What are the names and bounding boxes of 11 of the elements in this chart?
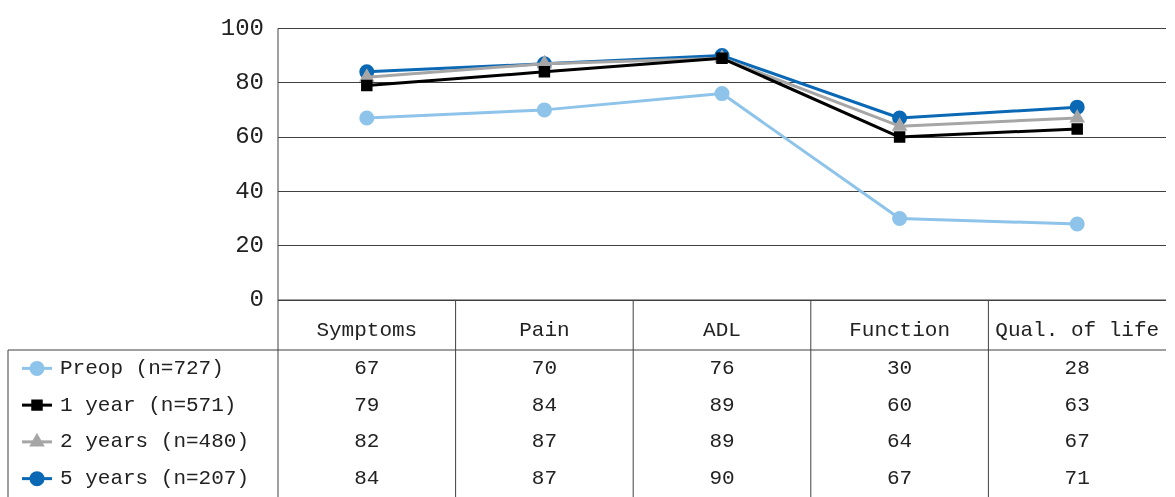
x-tick-label: Symptoms — [316, 318, 418, 342]
y-tick-label: 80 — [235, 69, 264, 97]
y-tick-label: 100 — [220, 14, 264, 42]
x-tick-label: Qual. of life — [995, 318, 1160, 342]
y-tick-label: 40 — [235, 177, 264, 205]
y-tick-label: 60 — [235, 123, 264, 151]
y-tick-label: 20 — [235, 232, 264, 260]
y-tick-label: 0 — [249, 286, 264, 314]
x-tick-label: ADL — [703, 318, 741, 342]
x-tick-label: Pain — [519, 318, 570, 342]
x-tick-label: Function — [849, 318, 951, 342]
